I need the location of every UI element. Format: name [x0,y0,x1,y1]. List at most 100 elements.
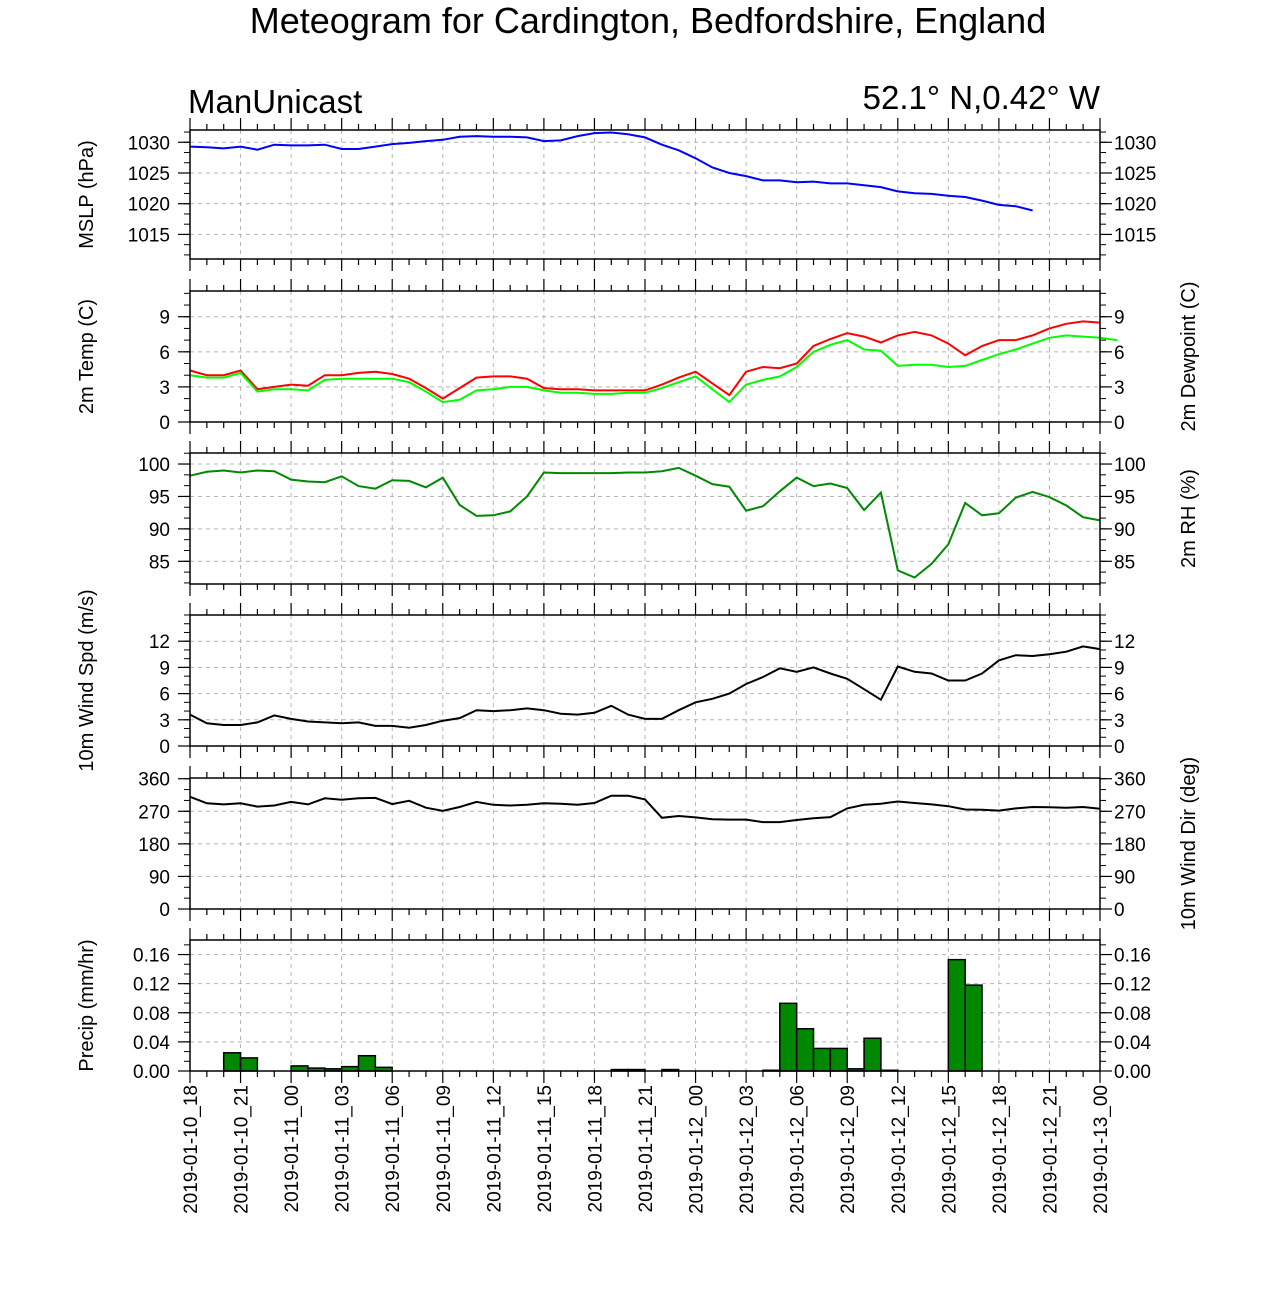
precip-bar [222,1052,242,1072]
precip-bar [779,1002,798,1072]
y-tick-label: 0.12 [1114,975,1151,996]
y-tick-label: 95 [1114,487,1135,508]
y-tick-label: 0 [159,900,170,921]
y-tick-label: 6 [159,343,170,364]
y-tick-label: 1030 [1114,133,1156,154]
y-tick-label: 270 [1114,802,1146,823]
y-tick-label: 180 [138,835,170,856]
y-tick-label: 6 [159,685,170,706]
temp-dewpoint-panel: 0 0 3 3 6 6 9 9 2m Temp (C) 2m Dewpoint (C) [76,279,1200,434]
y-tick-label: 1025 [128,164,170,185]
chart-title: Meteogram for Cardington, Bedfordshire, … [250,0,1046,41]
rh-panel: 85 85 90 90 95 95 100 100 2m RH (%) [138,441,1200,596]
y-tick-label: 1030 [128,133,170,154]
y-tick-label: 100 [138,455,170,476]
y-tick-label: 0.04 [133,1033,170,1054]
time-tick-label: 2019-01-12_12 [889,1085,910,1214]
time-tick-label: 2019-01-12_06 [788,1085,809,1214]
y-tick-label: 12 [1114,632,1135,653]
y-axis-label-right: 10m Wind Dir (deg) [1178,757,1200,930]
panels: 1015 1015 1020 1020 1025 1025 1030 1030 MSLP (hP… [76,118,1200,1083]
y-tick-label: 0.00 [133,1062,170,1083]
time-tick-label: 2019-01-12_18 [990,1085,1011,1214]
y-tick-label: 0.08 [133,1004,170,1025]
mslp-line [189,131,1033,212]
time-tick-label: 2019-01-11_00 [282,1085,303,1212]
time-tick-label: 2019-01-11_18 [585,1085,606,1212]
y-tick-label: 360 [138,770,170,791]
y-axis-label-left: 10m Wind Spd (m/s) [76,589,98,771]
y-tick-label: 270 [138,802,170,823]
wind-speed-panel: 0 0 3 3 6 6 9 9 12 12 10m Wind Spd (m/s) [76,589,1135,771]
time-tick-label: 2019-01-12_21 [1040,1085,1061,1214]
y-tick-label: 1015 [128,225,170,246]
y-tick-label: 90 [1114,520,1135,541]
time-tick-label: 2019-01-12_03 [737,1085,758,1214]
wind-dir-line [189,794,1101,824]
y-axis-label-right: 2m RH (%) [1178,469,1200,568]
y-tick-label: 3 [159,711,170,732]
precip-bar [964,984,983,1072]
y-tick-label: 9 [159,658,170,679]
y-tick-label: 90 [1114,867,1135,888]
time-tick-label: 2019-01-13_00 [1091,1085,1112,1214]
temp-dewpoint-line [189,334,1118,404]
y-tick-label: 85 [149,552,170,573]
y-tick-label: 0.08 [1114,1004,1151,1025]
y-tick-label: 1025 [1114,164,1156,185]
y-tick-label: 3 [1114,711,1125,732]
time-tick-label: 2019-01-10_18 [181,1085,202,1214]
temp-dewpoint-line [189,320,1101,400]
y-tick-label: 95 [149,487,170,508]
y-tick-label: 6 [1114,343,1125,364]
y-axis-label-left: MSLP (hPa) [76,140,98,249]
precip-bar [863,1037,882,1072]
time-tick-label: 2019-01-11_21 [636,1085,657,1212]
precip-bar [795,1028,815,1072]
y-tick-label: 100 [1114,455,1146,476]
time-tick-label: 2019-01-11_03 [333,1085,354,1212]
y-tick-label: 0 [159,413,170,434]
time-tick-label: 2019-01-12_00 [687,1085,708,1214]
y-tick-label: 180 [1114,835,1146,856]
rh-line [189,466,1101,579]
y-tick-label: 0.00 [1114,1062,1151,1083]
y-tick-label: 0 [1114,737,1125,758]
mslp-panel: 1015 1015 1020 1020 1025 1025 1030 1030 MSLP (hP… [76,118,1156,271]
time-tick-label: 2019-01-12_15 [939,1085,960,1214]
y-tick-label: 0.12 [133,975,170,996]
time-tick-label: 2019-01-11_12 [484,1085,505,1212]
y-tick-label: 90 [149,520,170,541]
precip-bar [357,1054,377,1072]
time-axis: 2019-01-10_18 2019-01-10_21 2019-01-11_00 2… [181,1085,1112,1214]
y-tick-label: 1020 [128,195,170,216]
y-tick-label: 0.16 [1114,946,1151,967]
time-tick-label: 2019-01-12_09 [838,1085,859,1214]
y-tick-label: 1020 [1114,195,1156,216]
y-axis-label-left: 2m Temp (C) [76,299,98,414]
y-tick-label: 360 [1114,770,1146,791]
y-tick-label: 85 [1114,552,1135,573]
time-tick-label: 2019-01-11_15 [535,1085,556,1212]
precip-bar [239,1057,259,1072]
precip-panel: 0.00 0.00 0.04 0.04 0.08 0.08 0.12 0.12 0.16 0.16… [76,928,1151,1083]
precip-bar [812,1047,832,1072]
y-tick-label: 6 [1114,685,1125,706]
y-tick-label: 3 [159,378,170,399]
time-tick-label: 2019-01-11_09 [434,1085,455,1212]
precip-bar [947,958,966,1072]
y-tick-label: 0 [1114,900,1125,921]
y-tick-label: 3 [1114,378,1125,399]
y-axis-label-right: 2m Dewpoint (C) [1178,281,1200,431]
y-axis-label-left: Precip (mm/hr) [76,939,98,1071]
y-tick-label: 1015 [1114,225,1156,246]
y-tick-label: 9 [159,308,170,329]
wind-speed-line [189,645,1101,729]
model-label: ManUnicast [188,83,362,120]
precip-bar [829,1047,848,1072]
precip-bar [290,1065,309,1072]
y-tick-label: 0 [1114,413,1125,434]
time-tick-label: 2019-01-11_06 [383,1085,404,1212]
y-tick-label: 9 [1114,308,1125,329]
